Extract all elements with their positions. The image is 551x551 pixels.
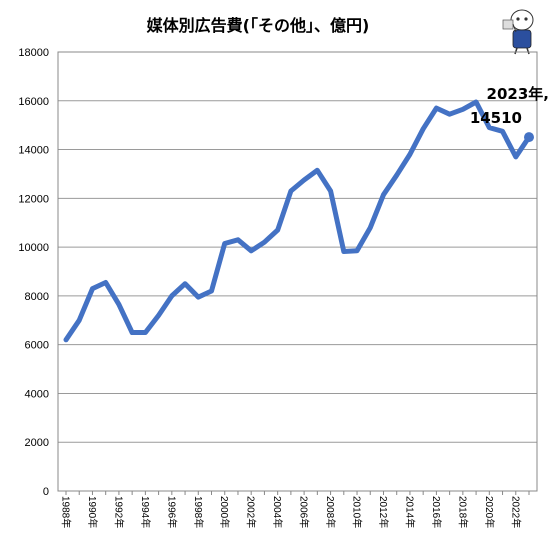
x-tick-label: 2018年 bbox=[456, 496, 469, 528]
data-point bbox=[381, 192, 386, 197]
data-point bbox=[235, 237, 241, 242]
data-point bbox=[169, 293, 175, 299]
last-data-point bbox=[524, 132, 534, 143]
x-tick-label: 2010年 bbox=[351, 496, 364, 528]
data-point bbox=[354, 248, 360, 253]
y-tick-label: 12000 bbox=[18, 193, 49, 205]
x-tick-label: 1994年 bbox=[139, 496, 152, 528]
x-tick-label: 2012年 bbox=[377, 496, 390, 528]
series-line bbox=[63, 99, 532, 343]
x-tick-label: 2004年 bbox=[271, 496, 284, 528]
data-point bbox=[487, 125, 492, 130]
data-point bbox=[275, 227, 280, 233]
data-point bbox=[222, 241, 227, 246]
data-point bbox=[328, 188, 333, 194]
data-point bbox=[262, 240, 267, 245]
y-tick-label: 10000 bbox=[18, 242, 49, 254]
x-tick-label: 2020年 bbox=[483, 496, 496, 528]
data-point bbox=[368, 225, 373, 230]
y-tick-label: 4000 bbox=[25, 388, 49, 400]
mascot-logo bbox=[502, 9, 534, 55]
y-tick-label: 18000 bbox=[18, 47, 49, 59]
data-point bbox=[460, 107, 466, 112]
data-point bbox=[143, 330, 148, 335]
data-point bbox=[315, 168, 320, 173]
data-point bbox=[90, 286, 95, 291]
data-point bbox=[513, 154, 518, 160]
y-tick-label: 8000 bbox=[25, 291, 49, 303]
data-point bbox=[394, 172, 399, 178]
data-point bbox=[301, 177, 307, 183]
chart-title: 媒体別広告費(｢その他｣、億円) bbox=[147, 16, 370, 35]
x-tick-label: 2016年 bbox=[430, 496, 443, 528]
x-tick-label: 1998年 bbox=[192, 496, 205, 528]
annotation-year: 2023年, bbox=[487, 85, 549, 103]
data-point bbox=[63, 337, 69, 342]
data-point bbox=[249, 248, 254, 253]
annotation-value: 14510 bbox=[470, 109, 522, 127]
x-tick-label: 1992年 bbox=[112, 496, 125, 528]
x-tick-label: 2002年 bbox=[245, 496, 258, 528]
x-tick-label: 2008年 bbox=[324, 496, 337, 528]
x-tick-label: 1996年 bbox=[165, 496, 178, 528]
x-tick-label: 2000年 bbox=[218, 496, 231, 528]
x-tick-label: 2022年 bbox=[509, 496, 522, 528]
data-point bbox=[434, 105, 439, 111]
data-point bbox=[116, 302, 122, 307]
data-point bbox=[447, 111, 452, 117]
data-point bbox=[77, 318, 82, 323]
data-point bbox=[182, 281, 188, 286]
y-tick-label: 2000 bbox=[25, 437, 49, 449]
data-point bbox=[196, 294, 201, 300]
x-tick-label: 2006年 bbox=[298, 496, 311, 528]
data-point bbox=[420, 126, 426, 132]
y-tick-label: 6000 bbox=[25, 340, 49, 352]
data-point bbox=[341, 249, 346, 254]
data-point bbox=[407, 152, 413, 157]
plot-area bbox=[57, 51, 538, 492]
data-point bbox=[156, 313, 161, 318]
y-tick-label: 16000 bbox=[18, 96, 49, 108]
y-tick-label: 14000 bbox=[18, 145, 49, 157]
data-point bbox=[500, 129, 505, 134]
data-point bbox=[129, 330, 135, 335]
data-point bbox=[473, 99, 479, 105]
data-point bbox=[103, 280, 108, 285]
x-tick-label: 2014年 bbox=[403, 496, 416, 528]
x-tick-label: 1988年 bbox=[60, 496, 73, 528]
y-tick-label: 0 bbox=[43, 486, 49, 498]
x-tick-label: 1990年 bbox=[86, 496, 99, 528]
data-point bbox=[209, 288, 214, 294]
data-point bbox=[288, 188, 294, 194]
